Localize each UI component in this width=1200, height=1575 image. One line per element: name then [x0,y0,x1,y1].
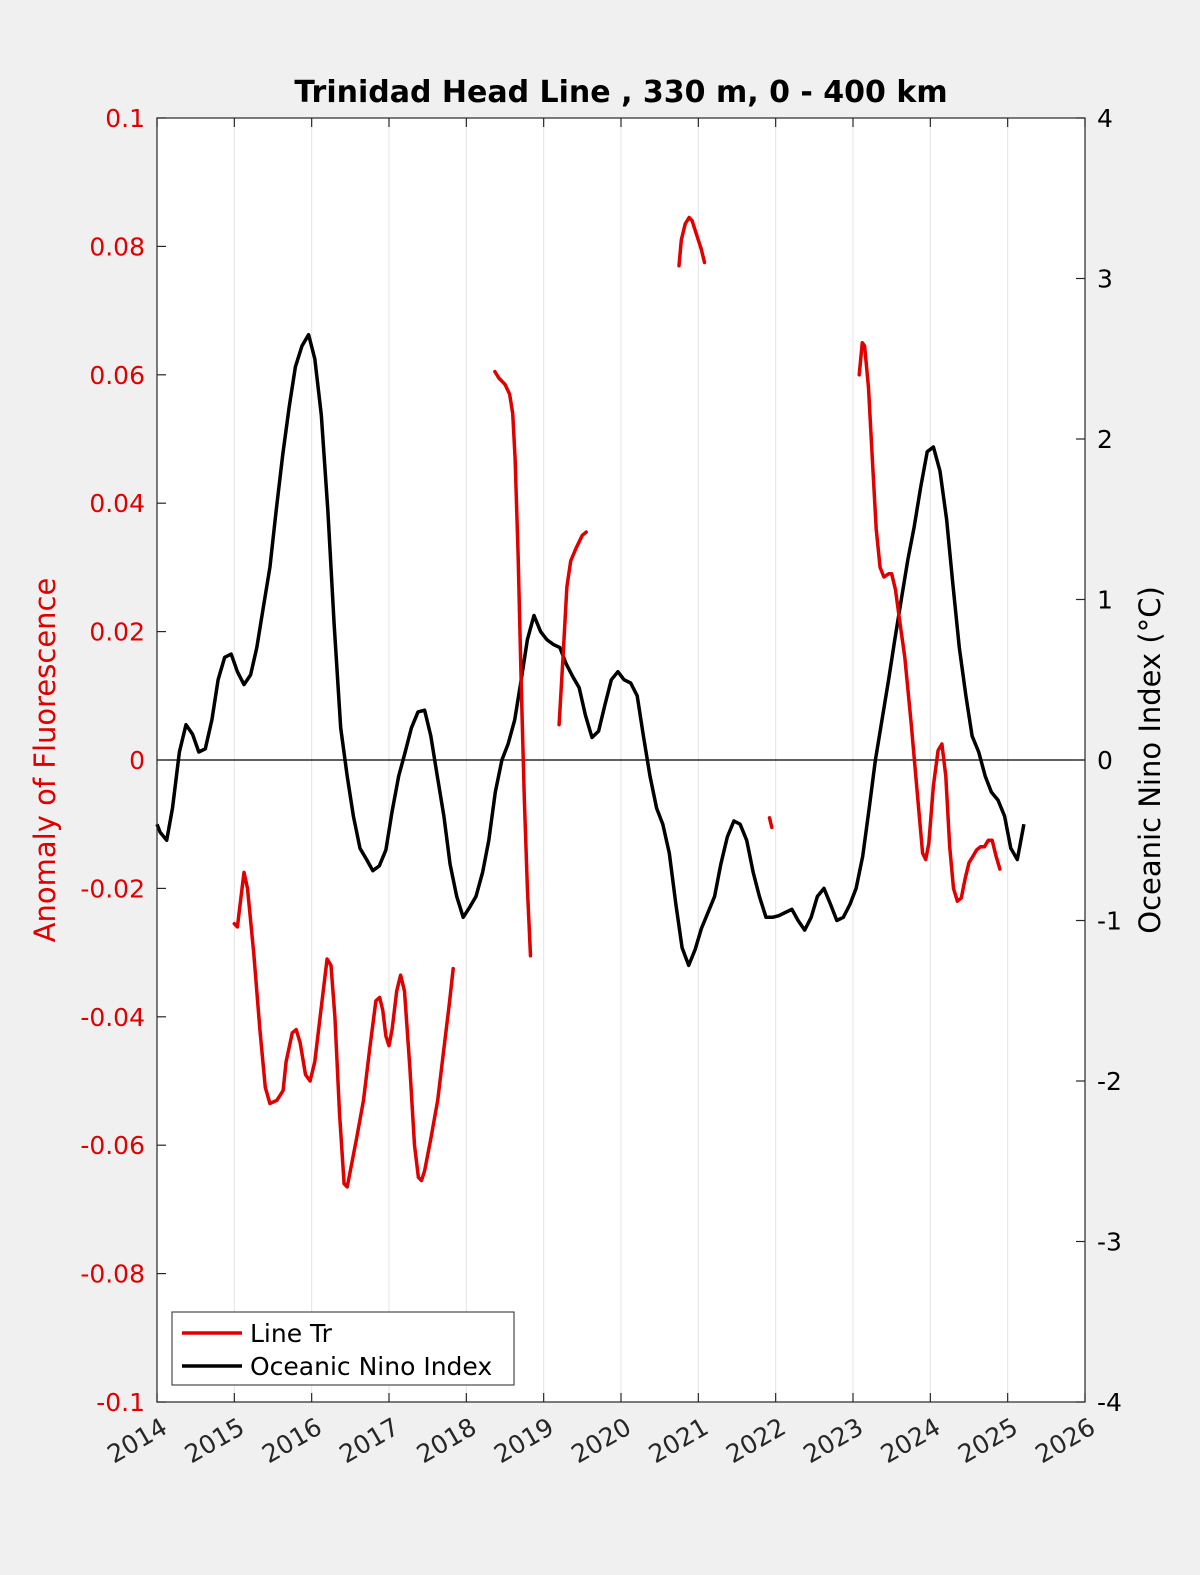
y-left-tick-label: -0.06 [80,1131,145,1160]
y-left-tick-label: 0.06 [89,361,145,390]
y-left-tick-label: 0.02 [89,618,145,647]
y-axis-right: -4 -3 -2 -1 0 1 2 3 4 [1076,104,1122,1417]
legend: Line Tr Oceanic Nino Index [171,1311,515,1386]
legend-label-oni: Oceanic Nino Index [250,1352,492,1381]
y-right-tick-label: -2 [1097,1067,1122,1096]
y-axis-right-label: Oceanic Nino Index (°C) [1133,586,1167,934]
y-right-tick-label: 2 [1097,425,1113,454]
y-right-tick-label: 4 [1097,104,1113,133]
y-right-tick-label: -3 [1097,1228,1122,1257]
y-right-tick-label: 0 [1097,746,1113,775]
series-line-tr-segment-4 [677,215,707,268]
y-right-tick-label: 1 [1097,586,1113,615]
y-left-tick-label: 0.1 [105,104,145,133]
y-axis-left-label: Anomaly of Fluorescence [28,578,62,943]
series-line-tr-segment-1 [232,870,455,1189]
y-right-tick-label: -4 [1097,1388,1122,1417]
y-left-tick-label: 0 [129,746,145,775]
series-line-tr-segment-6 [857,340,1002,903]
legend-box [171,1311,515,1386]
series-line-tr-segment-3 [557,530,588,727]
series-line-tr-segment-5 [767,816,774,830]
series-group [155,215,1026,1189]
y-left-tick-label: 0.08 [89,232,145,261]
series-line-oceanic-nino-index [155,332,1026,968]
y-right-tick-label: 3 [1097,265,1113,294]
y-left-tick-label: -0.04 [80,1003,145,1032]
chart-title: Trinidad Head Line , 330 m, 0 - 400 km [294,75,947,110]
y-axis-left: -0.1 -0.08 -0.06 -0.04 -0.02 0 0.02 0.04 0.06 0.0… [80,104,166,1417]
series-line-tr-segment-2 [493,369,533,958]
y-left-tick-label: -0.1 [96,1388,145,1417]
y-left-tick-label: -0.08 [80,1260,145,1289]
y-left-tick-label: -0.02 [80,874,145,903]
legend-label-line-tr: Line Tr [250,1319,333,1348]
y-left-tick-label: 0.04 [89,489,145,518]
y-right-tick-label: -1 [1097,907,1122,936]
